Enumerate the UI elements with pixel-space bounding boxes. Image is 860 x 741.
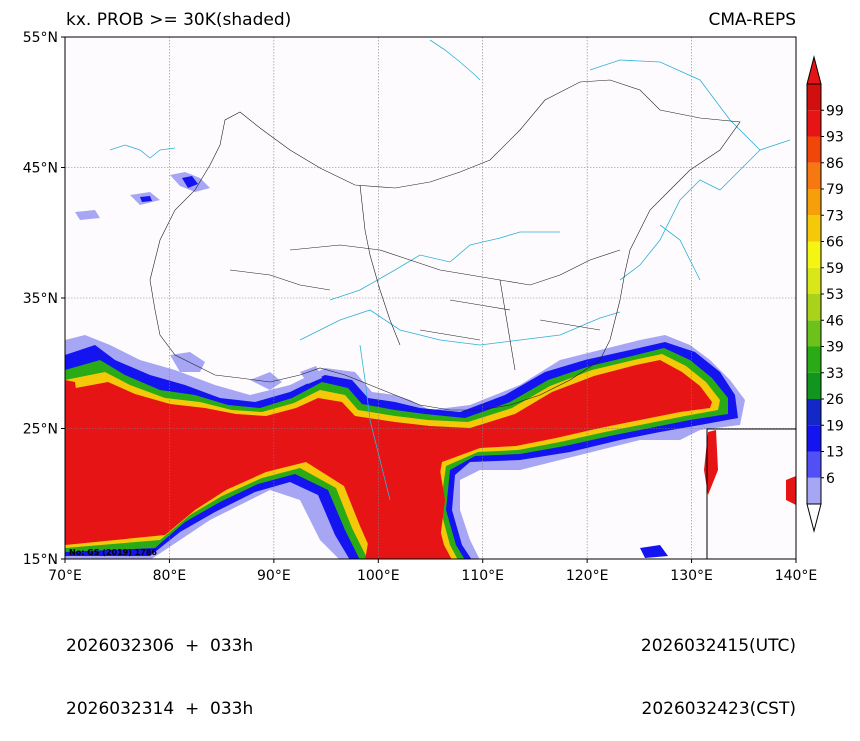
colorbar-label: 33 [826, 366, 844, 382]
init-time-cst: 2026032314 + 033h [66, 699, 254, 719]
lon-tick-label: 120°E [566, 568, 609, 584]
colorbar-label: 93 [826, 130, 844, 146]
lon-tick-label: 70°E [48, 568, 82, 584]
boundaries [149, 79, 741, 411]
colorbar-label: 53 [826, 287, 844, 303]
colorbar-under-arrow [806, 503, 822, 533]
colorbar-segment [807, 241, 821, 268]
colorbar-segment [807, 346, 821, 373]
river-mekong [359, 344, 391, 501]
valid-time-cst: 2026032423(CST) [641, 699, 796, 719]
lon-tick-label: 80°E [153, 568, 187, 584]
shade-west-edge [65, 380, 78, 420]
shade-xinjiang-patch [75, 172, 210, 220]
colorbar-label: 19 [826, 418, 844, 434]
river-yellow [329, 231, 560, 301]
lat-tick-label: 15°N [23, 552, 58, 568]
colorbar-label: 86 [826, 156, 844, 172]
colorbar-label: 46 [826, 313, 844, 329]
colorbar-segment [807, 267, 821, 294]
colorbar-segment [807, 294, 821, 321]
lon-tick-label: 100°E [357, 568, 400, 584]
lon-tick-label: 110°E [461, 568, 504, 584]
map-approval-number: No: GS (2019) 1786 [69, 548, 157, 557]
colorbar-label: 66 [826, 235, 844, 251]
axis-ticks: 70°E 80°E 90°E 100°E 110°E 120°E 130°E 140°E 15°… [23, 30, 818, 584]
colorbar-segment [807, 425, 821, 452]
shade-indochina [365, 455, 445, 559]
shade-xinjiang-blue [140, 176, 198, 202]
lat-tick-label: 45°N [23, 161, 58, 177]
lat-tick-label: 55°N [23, 30, 58, 46]
colorbar-segment [807, 215, 821, 242]
river-coast-east [619, 149, 761, 281]
map-title: kx. PROB >= 30K(shaded) [66, 10, 292, 30]
boundary-china-outline [149, 79, 741, 411]
colorbar-segment [807, 451, 821, 478]
colorbar-segment [807, 110, 821, 137]
colorbar-label: 73 [826, 208, 844, 224]
colorbar-label: 99 [826, 103, 844, 119]
colorbar-segment [807, 189, 821, 216]
lat-tick-label: 35°N [23, 291, 58, 307]
shade-south-patch [640, 545, 668, 558]
graticule [65, 37, 796, 559]
colorbar-label: 6 [826, 471, 835, 487]
probability-shading [65, 172, 796, 559]
map-figure: 70°E 80°E 90°E 100°E 110°E 120°E 130°E 140°E 15°… [23, 30, 844, 584]
colorbar-segment [807, 84, 821, 111]
shade-japan-edge [786, 476, 796, 505]
colorbar-segment [807, 399, 821, 426]
colorbar-label: 13 [826, 445, 844, 461]
south-china-sea-inset [706, 428, 796, 559]
lon-tick-label: 90°E [257, 568, 291, 584]
colorbar-label: 39 [826, 340, 844, 356]
colorbar-over-arrow [806, 55, 822, 85]
colorbar-segment [807, 372, 821, 399]
colorbar-segment [807, 136, 821, 163]
lat-tick-label: 25°N [23, 422, 58, 438]
colorbar-label: 79 [826, 182, 844, 198]
shade-red-core [65, 360, 712, 559]
colorbar-segment [807, 477, 821, 504]
shade-tibet-light [170, 352, 322, 390]
lon-tick-label: 140°E [775, 568, 818, 584]
colorbar-segment [807, 320, 821, 347]
colorbar-label: 59 [826, 261, 844, 277]
colorbar-label: 26 [826, 392, 844, 408]
lon-tick-label: 130°E [670, 568, 713, 584]
model-name: CMA-REPS [708, 10, 796, 30]
colorbar-segment [807, 162, 821, 189]
river-balkhash [109, 144, 176, 159]
river-korea [659, 224, 701, 281]
init-time-block: 2026032306 + 033h 2026032314 + 033h [66, 594, 253, 741]
river-lake-baikal [429, 39, 481, 81]
colorbar: 6 13 19 26 33 39 46 53 59 66 73 79 86 93 99 [806, 55, 844, 533]
valid-time-block: 2026032415(UTC) 2026032423(CST) [641, 594, 796, 741]
boundary-internal [229, 184, 621, 371]
